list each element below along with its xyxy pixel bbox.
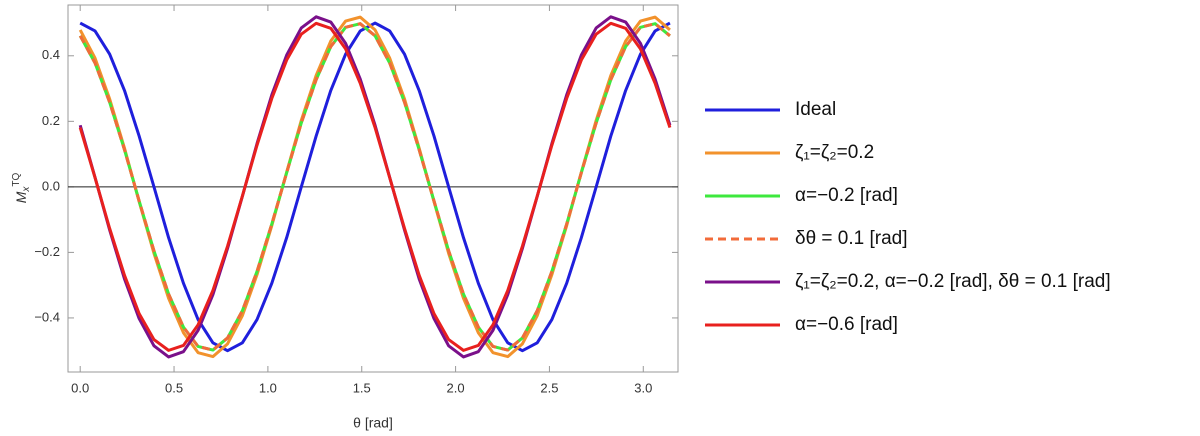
y-label-sup: TQ — [11, 173, 22, 187]
legend-label: α=−0.2 [rad] — [795, 185, 898, 206]
series-line — [78, 21, 672, 352]
y-axis-label: MxTQ — [11, 173, 32, 204]
x-tick-label: 1.0 — [259, 380, 277, 395]
x-axis-label: θ [rad] — [353, 415, 393, 431]
y-label-base: M — [13, 191, 29, 203]
legend-label: α=−0.6 [rad] — [795, 314, 898, 335]
y-label-sub: x — [21, 186, 32, 193]
series-line — [78, 22, 671, 352]
legend-label: ζ₁=ζ₂=0.2 — [795, 142, 874, 163]
y-tick-label: −0.4 — [34, 309, 60, 324]
x-tick-label: 2.0 — [447, 380, 465, 395]
x-tick-label: 2.5 — [540, 380, 558, 395]
legend-label: Ideal — [795, 99, 836, 120]
y-tick-label: 0.4 — [42, 47, 60, 62]
plot-frame — [67, 4, 679, 373]
y-tick-label: 0.0 — [42, 178, 60, 193]
x-tick-label: 0.0 — [71, 380, 89, 395]
x-tick-label: 0.5 — [165, 380, 183, 395]
series-line — [79, 21, 671, 353]
y-tick-label: 0.2 — [42, 113, 60, 128]
y-tick-label: −0.2 — [34, 244, 60, 259]
x-tick-label: 1.5 — [353, 380, 371, 395]
x-tick-label: 3.0 — [634, 380, 652, 395]
legend-label: δθ = 0.1 [rad] — [795, 228, 908, 249]
legend-label: ζ₁=ζ₂=0.2, α=−0.2 [rad], δθ = 0.1 [rad] — [795, 271, 1111, 292]
